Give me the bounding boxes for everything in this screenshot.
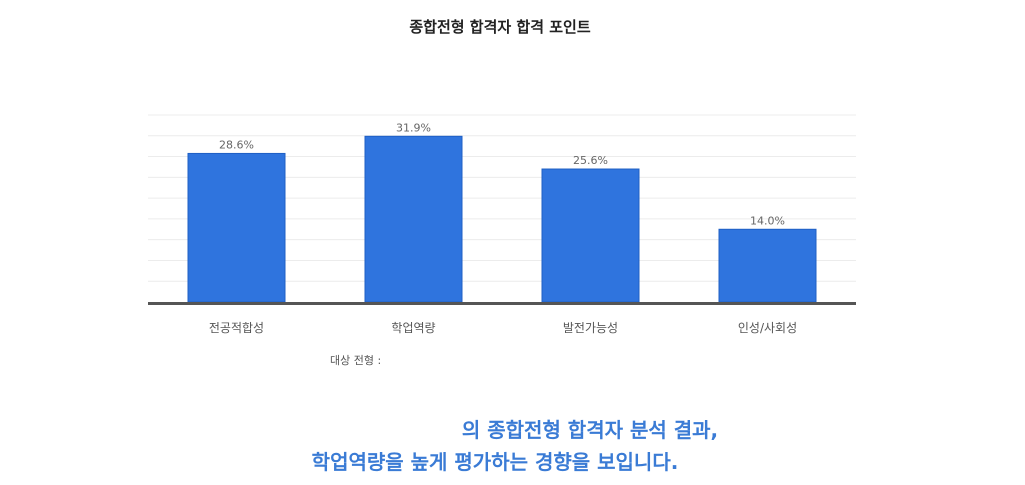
target-label: 대상 전형 : bbox=[330, 354, 382, 367]
summary-line-1: 의 종합전형 합격자 분석 결과, bbox=[461, 418, 719, 442]
bar-3 bbox=[541, 168, 640, 303]
x-tick-label-4: 인성/사회성 bbox=[738, 321, 797, 335]
chart-title: 종합전형 합격자 합격 포인트 bbox=[409, 18, 591, 36]
summary-text: 의 종합전형 합격자 분석 결과, 학업역량을 높게 평가하는 경향을 보입니다… bbox=[0, 414, 1025, 478]
x-tick-label-2: 학업역량 bbox=[391, 321, 435, 335]
x-tick-label-3: 발전가능성 bbox=[563, 321, 618, 335]
x-tick-labels: 전공적합성 학업역량 발전가능성 인성/사회성 bbox=[209, 321, 797, 335]
value-label-3: 25.6% bbox=[573, 154, 608, 167]
summary-line-2: 학업역량을 높게 평가하는 경향을 보입니다. bbox=[311, 450, 679, 474]
bar-2 bbox=[364, 135, 463, 303]
bars bbox=[187, 135, 817, 303]
value-label-1: 28.6% bbox=[219, 138, 254, 151]
bar-1 bbox=[187, 152, 286, 303]
x-tick-label-1: 전공적합성 bbox=[209, 321, 264, 335]
value-labels: 28.6% 31.9% 25.6% 14.0% bbox=[219, 121, 785, 227]
bar-4 bbox=[718, 228, 817, 303]
value-label-4: 14.0% bbox=[750, 214, 785, 227]
value-label-2: 31.9% bbox=[396, 121, 431, 134]
